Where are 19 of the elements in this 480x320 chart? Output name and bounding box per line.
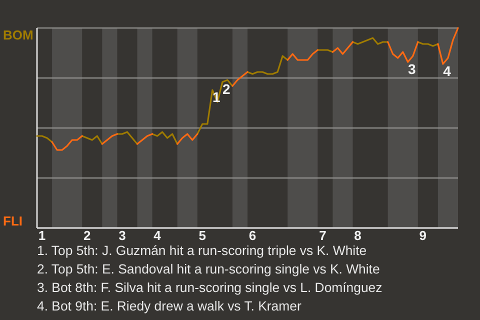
text: 3. Bot 8th: F. Silva hit a run-scoring single vs L. Domínguez bbox=[37, 280, 382, 295]
text: FLI bbox=[3, 213, 22, 228]
annotation: 3 bbox=[408, 61, 416, 77]
x-tick-label: 9 bbox=[419, 228, 427, 244]
x-tick-label: 6 bbox=[248, 228, 256, 244]
x-tick-label: 8 bbox=[354, 228, 362, 244]
text: 2. Top 5th: E. Sandoval hit a run-scoring single vs K. White bbox=[37, 262, 380, 276]
annotation: 4 bbox=[443, 63, 452, 79]
x-tick-label: 5 bbox=[198, 228, 206, 244]
annotation: 1 bbox=[212, 89, 221, 105]
x-tick-label: 1 bbox=[38, 228, 46, 244]
annotation: 2 bbox=[222, 81, 231, 97]
text: BOM bbox=[3, 28, 34, 43]
text: 4. Bot 9th: E. Riedy drew a walk vs T. Kramer bbox=[37, 298, 302, 314]
x-tick-label: 2 bbox=[84, 228, 91, 244]
x-tick-label: 4 bbox=[154, 228, 162, 244]
x-tick-label: 3 bbox=[118, 228, 126, 244]
x-tick-label: 7 bbox=[319, 228, 326, 244]
text: 1. Top 5th: J. Guzmán hit a run-scoring triple vs K. White bbox=[37, 243, 367, 258]
